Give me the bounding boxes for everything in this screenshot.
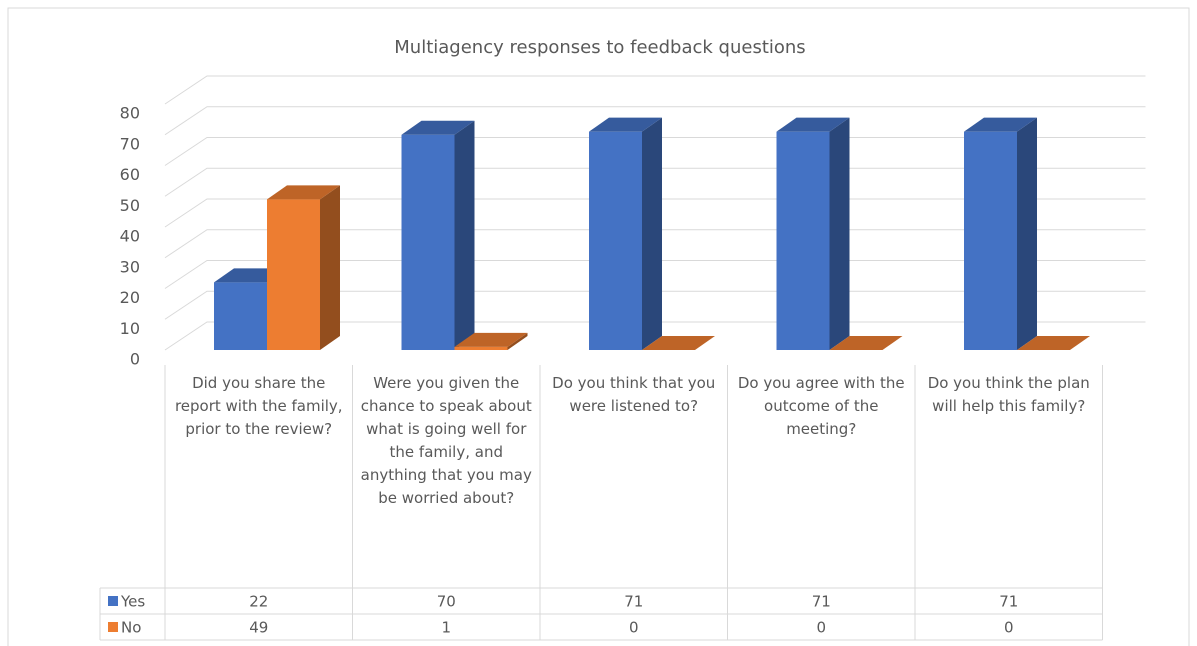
y-tick-label: 50 [120,196,140,215]
bar-face [320,185,340,350]
bar-face [267,199,320,350]
bar-face [267,185,340,200]
y-tick-label: 40 [120,227,140,246]
chart-title: Multiagency responses to feedback questi… [394,37,805,58]
y-tick-label: 0 [130,350,140,369]
bar [776,117,850,350]
bar [454,332,528,350]
table-value: 0 [816,619,826,637]
category-label: Were you given the chance to speak about… [360,374,532,507]
table-value: 0 [629,619,639,637]
bar [267,185,340,350]
bar-face [776,117,850,132]
y-tick-label: 20 [120,288,140,307]
legend-swatch [108,596,118,606]
bar-face [454,120,475,350]
bar [589,117,662,350]
y-tick-label: 80 [120,104,140,123]
bar-face [401,134,455,350]
bar [401,120,475,350]
legend-label: No [121,619,141,637]
bar-face [401,120,475,135]
y-tick-label: 60 [120,165,140,184]
bar-face [214,282,267,350]
bar-face [964,131,1017,350]
y-tick-label: 30 [120,257,140,276]
chart-border [7,7,1190,646]
bar-face [776,131,830,350]
bar-face [829,117,850,350]
table-value: 71 [812,593,831,611]
y-tick-label: 70 [120,134,140,153]
table-value: 22 [249,593,268,611]
bar-face [964,117,1037,132]
bar-face [642,336,715,350]
table-value: 70 [437,593,456,611]
bar [964,117,1037,350]
bar [642,336,715,350]
bar-face [829,336,903,350]
bar-face [507,332,528,350]
category-label: Did you share the report with the family… [174,374,343,438]
bar-face [642,117,662,350]
bar-face [1017,336,1090,350]
bar-face [1017,117,1037,350]
table-value: 71 [624,593,643,611]
y-tick-label: 10 [120,319,140,338]
table-value: 49 [249,619,268,637]
legend-label: Yes [120,593,145,611]
bar [829,336,903,350]
legend-swatch [108,622,118,632]
bar [1017,336,1090,350]
grid-line [164,75,1146,105]
bar-face [589,131,642,350]
table-value: 0 [1004,619,1014,637]
category-label: Do you agree with the outcome of the mee… [737,374,905,438]
bar-face [454,346,508,350]
bar-face [589,117,662,132]
category-label: Do you think the plan will help this fam… [927,374,1090,415]
bar-face [454,332,528,347]
table-value: 71 [999,593,1018,611]
grid-line [164,106,1146,136]
category-label: Do you think that you were listened to? [552,374,716,415]
table-value: 1 [441,619,451,637]
